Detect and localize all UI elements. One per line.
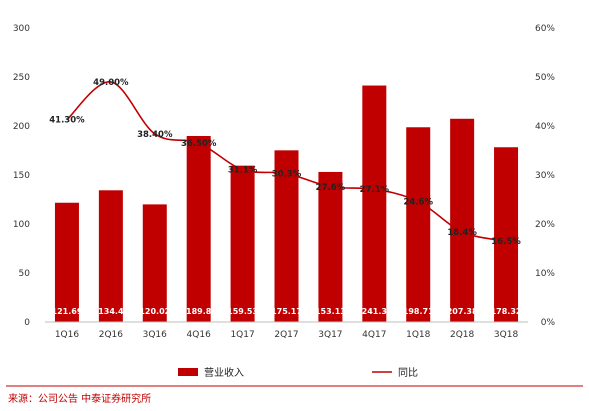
line-value-label: 27.6%	[316, 183, 346, 193]
bar-value-label: 189.8	[186, 307, 212, 316]
category-axis: 1Q16 2Q16 3Q16 4Q16 1Q17 2Q17 3Q17 4Q17 1Q18 2Q18…	[55, 330, 519, 340]
left-tick-label: 0	[24, 318, 30, 328]
bar	[54, 202, 79, 322]
category-label: 2Q18	[450, 330, 475, 340]
category-label: 3Q18	[494, 330, 519, 340]
legend-bar-swatch	[178, 368, 198, 376]
bar-value-label: 134.4	[98, 307, 124, 316]
category-label: 3Q16	[143, 330, 168, 340]
right-tick-label: 0%	[541, 318, 556, 328]
bar	[494, 147, 519, 322]
left-tick-label: 150	[13, 171, 30, 181]
line-value-label: 36.50%	[181, 139, 217, 149]
left-tick-label: 100	[13, 220, 30, 230]
left-tick-label: 250	[13, 73, 30, 83]
line-value-label: 30.3%	[272, 170, 302, 180]
yoy-line	[66, 81, 507, 242]
bar-value-label: 159.53	[227, 307, 258, 316]
bar-value-label: 175.17	[271, 307, 302, 316]
category-label: 1Q17	[230, 330, 254, 340]
legend: 营业收入 同比	[6, 366, 583, 387]
line-value-label: 38.40%	[137, 130, 173, 140]
legend-line-label: 同比	[398, 367, 418, 379]
category-label: 4Q17	[362, 330, 386, 340]
category-label: 3Q17	[318, 330, 342, 340]
category-label: 4Q16	[187, 330, 212, 340]
line-value-label: 24.6%	[403, 197, 433, 207]
source-note: 来源：公司公告 中泰证券研究所	[8, 394, 152, 405]
line-value-label: 49.00%	[93, 78, 129, 88]
category-label: 1Q18	[406, 330, 431, 340]
bar-value-label: 198.71	[403, 307, 434, 316]
right-axis: 0% 10% 20% 30% 40% 50% 60%	[535, 24, 555, 328]
bar-series: 121.69 134.4 120.02 189.8 159.53 175.17 153.13…	[45, 85, 528, 323]
right-tick-label: 30%	[535, 171, 555, 181]
line-value-label: 16.5%	[491, 237, 521, 247]
bar	[274, 150, 299, 322]
bar-value-label: 178.32	[491, 307, 522, 316]
right-tick-label: 20%	[535, 220, 555, 230]
bar-value-label: 120.02	[139, 307, 170, 316]
bar	[230, 165, 255, 322]
right-tick-label: 60%	[535, 24, 555, 34]
category-label: 2Q17	[274, 330, 298, 340]
bar	[186, 135, 211, 322]
bar	[362, 85, 387, 322]
right-tick-label: 40%	[535, 122, 555, 132]
bar-value-label: 153.13	[315, 307, 346, 316]
line-value-label: 18.4%	[447, 228, 477, 238]
category-label: 1Q16	[55, 330, 80, 340]
bar	[98, 190, 123, 322]
bar-value-label: 241.3	[362, 307, 387, 316]
bar	[406, 127, 431, 323]
line-series: 41.30% 49.00% 38.40% 36.50% 31.1% 30.3% 27.6% 2…	[49, 78, 521, 247]
left-tick-label: 50	[19, 269, 31, 279]
bar-value-label: 207.38	[447, 307, 478, 316]
line-value-label: 41.30%	[49, 116, 85, 126]
category-label: 2Q16	[99, 330, 124, 340]
legend-bar-label: 营业收入	[204, 366, 244, 379]
bar	[142, 204, 167, 322]
bar	[318, 171, 343, 322]
left-axis: 0 50 100 150 200 250 300	[13, 24, 30, 328]
left-tick-label: 200	[13, 122, 30, 132]
bar	[450, 118, 475, 322]
line-value-label: 31.1%	[228, 166, 258, 176]
line-value-label: 27.1%	[360, 185, 390, 195]
bar-value-label: 121.69	[52, 307, 83, 316]
left-tick-label: 300	[13, 24, 30, 34]
right-tick-label: 50%	[535, 73, 555, 83]
right-tick-label: 10%	[535, 269, 555, 279]
